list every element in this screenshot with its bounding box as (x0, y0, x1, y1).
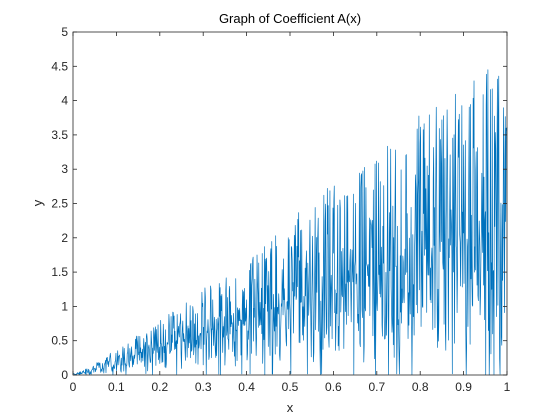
x-axis-label: x (287, 400, 294, 415)
y-tick-label: 1.5 (51, 265, 68, 279)
x-tick-label: 0.6 (325, 380, 342, 394)
y-tick-label: 5 (61, 25, 68, 39)
x-tick-label: 0.4 (238, 380, 255, 394)
x-tick-label: 0.5 (282, 380, 299, 394)
y-tick-label: 2.5 (51, 197, 68, 211)
series-line (72, 69, 508, 376)
x-tick-label: 0.1 (108, 380, 125, 394)
y-tick-label: 3.5 (51, 128, 68, 142)
chart-title: Graph of Coefficient A(x) (219, 11, 361, 26)
y-tick-label: 2 (61, 231, 68, 245)
y-tick-label: 4.5 (51, 59, 68, 73)
x-tick-label: 0.8 (412, 380, 429, 394)
y-tick-label: 0 (61, 368, 68, 382)
x-tick-label: 0.7 (368, 380, 385, 394)
y-tick-label: 0.5 (51, 334, 68, 348)
x-tick-label: 0 (70, 380, 77, 394)
ticks-layer: 0 0.1 0.2 0.3 0.4 0.5 0.6 0.7 0.8 0.9 1 0 0.5 1 1.5 2 2.… (51, 25, 510, 394)
x-tick-label: 0.2 (151, 380, 168, 394)
y-tick-label: 3 (61, 162, 68, 176)
y-tick-label: 4 (61, 94, 68, 108)
x-tick-label: 1 (504, 380, 511, 394)
x-tick-label: 0.9 (455, 380, 472, 394)
x-tick-label: 0.3 (195, 380, 212, 394)
series-layer (72, 69, 508, 376)
y-axis-label: y (30, 199, 45, 206)
y-tick-label: 1 (61, 299, 68, 313)
